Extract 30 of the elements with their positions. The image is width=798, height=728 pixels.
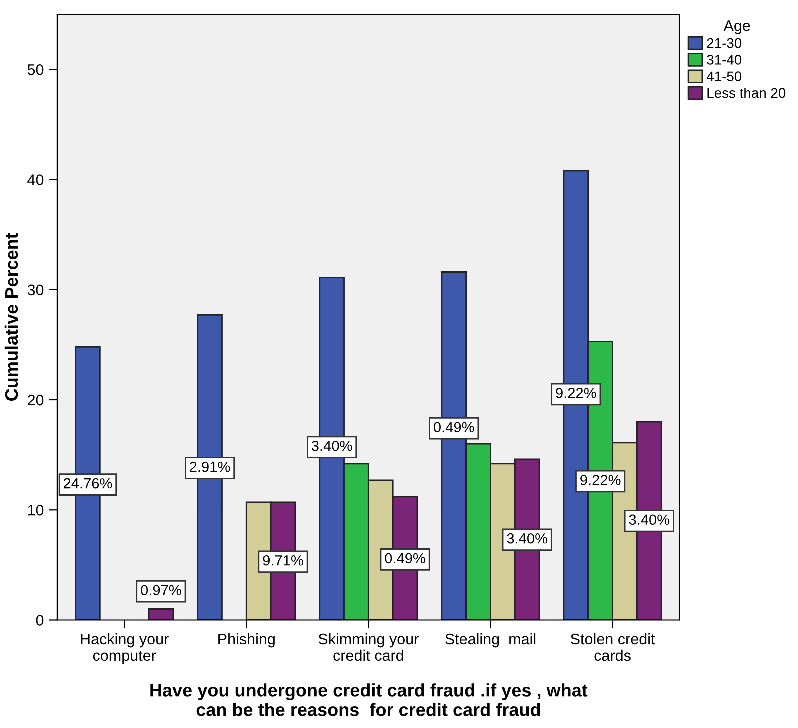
legend-label: 41-50 — [706, 72, 742, 82]
legend-title: Age — [724, 20, 750, 34]
legend-label: Less than 20 — [708, 88, 786, 98]
annotation: 24.76% — [64, 478, 112, 489]
x-tick-label: Stolen credit cards — [571, 633, 656, 662]
y-tick-label: 0 — [36, 615, 44, 626]
annotation: 0.49% — [434, 422, 474, 433]
y-tick-label: 50 — [28, 64, 44, 76]
x-tick-label: Hacking your computer — [81, 633, 169, 664]
y-tick-label: 20 — [28, 394, 44, 406]
annotation: 0.49% — [385, 553, 426, 564]
x-tick-label: Skimming your credit card — [318, 633, 419, 662]
annotation: 9.22% — [580, 475, 621, 486]
annotation: 0.97% — [141, 585, 182, 596]
y-tick-label: 30 — [28, 284, 44, 296]
bar — [148, 608, 174, 620]
annotation: 3.40% — [629, 514, 670, 526]
y-tick-label: 40 — [28, 174, 44, 186]
x-tick-label: Stealing mail — [446, 633, 536, 648]
annotation: 3.40% — [312, 440, 352, 452]
x-tick-label: Phishing — [218, 633, 275, 648]
annotation: 9.22% — [556, 388, 596, 398]
annotation: 3.40% — [507, 533, 548, 544]
legend-label: 21-30 — [707, 38, 742, 48]
y-tick-label: 10 — [28, 504, 44, 516]
y-axis-title: Cumulative Percent — [4, 233, 18, 401]
legend-label: 31-40 — [707, 55, 742, 65]
x-axis-title: Have you undergone credit card fraud .if yes , what can be the reasons for credit card fraud — [150, 684, 588, 716]
annotation: 2.91% — [190, 462, 230, 472]
annotation: 9.71% — [263, 555, 304, 566]
